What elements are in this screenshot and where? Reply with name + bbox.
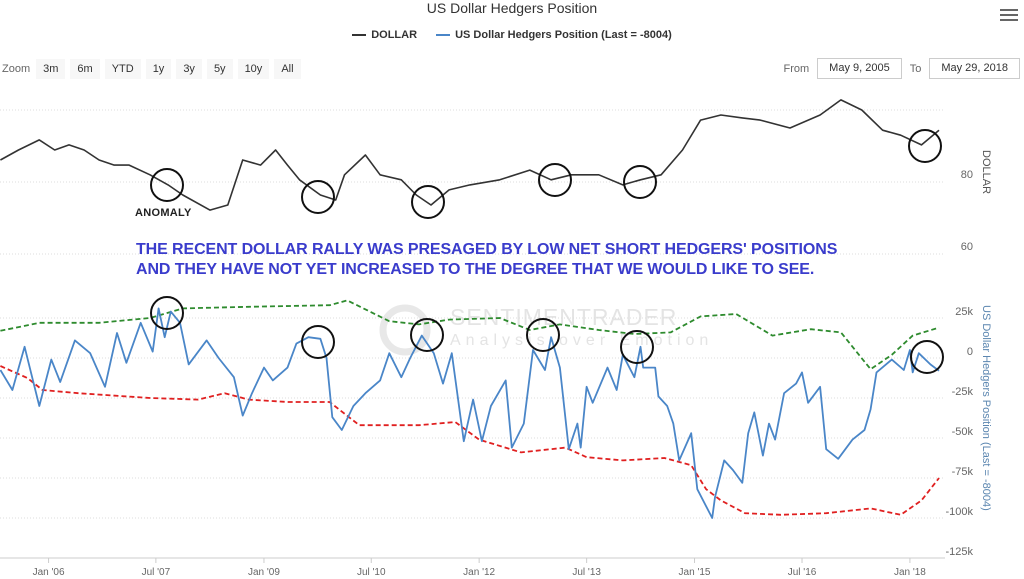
y-tick-label: 0 (966, 346, 973, 358)
highlight-circle (908, 129, 942, 163)
y-tick-label: 80 (960, 169, 973, 181)
zoom-selector: Zoom 3m 6m YTD 1y 3y 5y 10y All (2, 59, 306, 79)
highlight-circle (623, 165, 657, 199)
highlight-circle (526, 318, 560, 352)
from-date-input[interactable]: May 9, 2005 (817, 58, 902, 79)
x-tick-label: Jul '10 (356, 567, 386, 578)
hamburger-icon[interactable] (1000, 6, 1018, 22)
x-tick-label: Jan '06 (32, 567, 65, 578)
legend-label: US Dollar Hedgers Position (Last = -8004… (455, 29, 672, 41)
x-tick-label: Jul '16 (787, 567, 817, 578)
highlight-circle (910, 340, 944, 374)
highlight-circle (620, 330, 654, 364)
x-tick-label: Jan '15 (678, 567, 711, 578)
upper-band-line (0, 299, 940, 371)
watermark-logo: SENTIMENTRADER (450, 304, 678, 330)
y-axis-title-dollar: DOLLAR (980, 150, 992, 195)
legend-label: DOLLAR (371, 29, 418, 41)
to-date-input[interactable]: May 29, 2018 (929, 58, 1020, 79)
note-line: THE RECENT DOLLAR RALLY WAS PRESAGED BY … (136, 241, 838, 258)
zoom-all-button[interactable]: All (274, 59, 301, 79)
y-tick-label: -125k (945, 546, 973, 558)
highlight-circle (301, 180, 335, 214)
x-tick-label: Jul '13 (572, 567, 601, 578)
highlight-circle (410, 318, 444, 352)
hedgers-position-line (0, 307, 940, 519)
highlight-circle (150, 168, 184, 202)
zoom-label: Zoom (2, 63, 31, 75)
x-tick-label: Jul '07 (141, 567, 171, 578)
legend-line-icon (436, 34, 451, 36)
y-tick-label: -75k (951, 466, 973, 478)
y-tick-label: 25k (955, 306, 973, 318)
y-tick-label: -100k (945, 506, 973, 518)
zoom-3y-button[interactable]: 3y (176, 59, 202, 79)
zoom-1y-button[interactable]: 1y (145, 59, 172, 79)
x-tick-label: Jan '12 (463, 567, 496, 578)
anomaly-label: ANOMALY (135, 207, 192, 219)
legend-item-dollar[interactable]: DOLLAR (352, 29, 417, 41)
x-tick-label: Jan '09 (247, 567, 280, 578)
to-label: To (909, 62, 922, 75)
legend-line-icon (352, 34, 367, 36)
zoom-5y-button[interactable]: 5y (206, 59, 233, 79)
date-range: From May 9, 2005 To May 29, 2018 (783, 58, 1020, 79)
annotation-note: THE RECENT DOLLAR RALLY WAS PRESAGED BY … (136, 240, 837, 280)
x-tick-label: Jan '18 (893, 567, 926, 578)
y-tick-label: -25k (951, 386, 973, 398)
note-line: AND THEY HAVE NOT YET INCREASED TO THE D… (136, 261, 815, 278)
dollar-line (0, 99, 940, 211)
zoom-ytd-button[interactable]: YTD (104, 59, 141, 79)
lower-band-line (0, 365, 940, 516)
from-label: From (783, 62, 810, 75)
highlight-circle (411, 185, 445, 219)
y-tick-label: -50k (951, 426, 973, 438)
highlight-circle (150, 296, 184, 330)
y-axis-title-hedgers: US Dollar Hedgers Position (Last = -8004… (980, 305, 992, 511)
zoom-6m-button[interactable]: 6m (70, 59, 100, 79)
highlight-circle (301, 325, 335, 359)
zoom-3m-button[interactable]: 3m (36, 59, 66, 79)
zoom-10y-button[interactable]: 10y (237, 59, 270, 79)
highlight-circle (538, 163, 572, 197)
y-tick-label: 60 (960, 241, 973, 253)
chart-title: US Dollar Hedgers Position (426, 0, 598, 16)
legend: DOLLAR US Dollar Hedgers Position (Last … (0, 27, 1024, 41)
legend-item-hedgers[interactable]: US Dollar Hedgers Position (Last = -8004… (436, 29, 672, 41)
